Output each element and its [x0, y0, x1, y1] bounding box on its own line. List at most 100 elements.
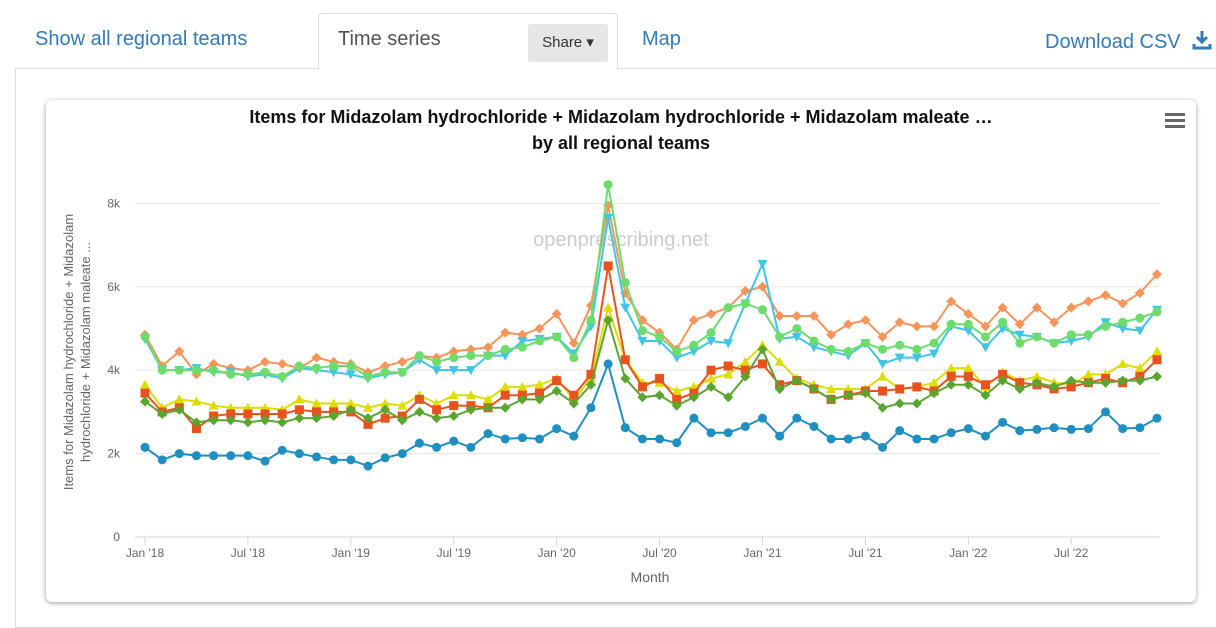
marker [860, 338, 870, 348]
marker [312, 452, 322, 462]
marker [1117, 358, 1128, 368]
marker [637, 382, 647, 392]
series-line [144, 184, 1158, 378]
marker [740, 285, 751, 296]
marker [672, 394, 682, 404]
marker [552, 332, 562, 342]
marker [346, 455, 356, 465]
x-tick-label: Jul '19 [437, 546, 472, 560]
marker [620, 373, 631, 384]
marker [329, 361, 339, 371]
marker [877, 371, 888, 381]
marker [791, 332, 802, 342]
marker [637, 336, 648, 346]
marker [362, 413, 373, 424]
marker [620, 355, 630, 365]
marker [911, 398, 922, 409]
marker [483, 394, 494, 404]
menu-icon[interactable] [1165, 113, 1185, 128]
marker [1083, 369, 1094, 379]
marker [380, 453, 390, 463]
marker [603, 302, 614, 312]
marker [860, 315, 871, 326]
marker [706, 373, 717, 383]
tab[interactable]: Time series [338, 28, 441, 50]
marker [1100, 290, 1111, 301]
marker [946, 296, 957, 307]
marker [225, 402, 236, 412]
x-tick-label: Jan '21 [743, 546, 782, 560]
marker [260, 367, 270, 377]
series-line [144, 265, 1158, 430]
marker [1032, 424, 1042, 434]
marker [775, 332, 785, 342]
marker [243, 451, 253, 461]
download-link[interactable]: Download CSV [1045, 28, 1212, 54]
marker [500, 351, 511, 361]
marker [1135, 423, 1145, 433]
tab[interactable]: Show all regional teams [35, 28, 248, 50]
marker [1031, 371, 1042, 381]
marker [225, 415, 236, 426]
marker [1083, 424, 1093, 434]
marker [568, 338, 579, 349]
tab[interactable]: Map [642, 28, 681, 50]
download-icon [1192, 31, 1212, 50]
marker [294, 413, 305, 424]
marker [345, 398, 356, 408]
marker [672, 438, 682, 448]
marker [517, 342, 527, 352]
marker [706, 365, 716, 375]
marker [226, 369, 236, 379]
marker [1152, 371, 1162, 382]
marker [1101, 321, 1111, 331]
chart-card [46, 100, 1196, 602]
watermark: openprescribing.net [533, 229, 709, 251]
marker [209, 451, 219, 461]
marker [1152, 269, 1162, 280]
marker [209, 365, 219, 375]
y-tick-label: 0 [113, 530, 120, 544]
marker [826, 434, 836, 444]
marker [431, 398, 442, 408]
marker [878, 344, 888, 354]
marker [534, 379, 545, 389]
marker [980, 332, 990, 342]
marker [483, 351, 493, 361]
marker [311, 398, 322, 408]
share-button[interactable]: Share ▾ [528, 24, 608, 62]
marker [980, 380, 990, 390]
x-tick-label: Jul '21 [848, 546, 883, 560]
marker [706, 381, 717, 392]
marker [912, 382, 922, 392]
marker [465, 390, 476, 400]
marker [671, 400, 682, 411]
marker [140, 388, 150, 398]
marker [654, 390, 665, 401]
marker [723, 361, 733, 371]
marker [963, 371, 973, 381]
marker [911, 353, 922, 363]
x-tick-label: Jan '22 [949, 546, 988, 560]
marker [312, 407, 322, 417]
marker [1134, 288, 1145, 299]
marker [260, 402, 271, 412]
marker [191, 365, 201, 375]
marker [963, 379, 974, 390]
marker [260, 356, 271, 367]
marker [774, 356, 785, 366]
marker [1152, 355, 1162, 365]
marker [414, 406, 425, 417]
marker [226, 451, 236, 461]
marker [328, 368, 339, 378]
marker [706, 336, 717, 346]
marker [449, 353, 459, 363]
marker [791, 310, 802, 321]
marker [483, 402, 494, 413]
marker [637, 392, 648, 403]
marker [552, 376, 562, 386]
marker [603, 315, 614, 326]
marker [894, 317, 905, 328]
series [140, 359, 1162, 471]
marker [345, 370, 356, 380]
